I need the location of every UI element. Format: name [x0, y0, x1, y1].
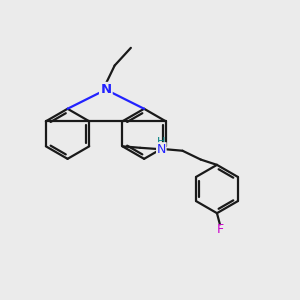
- Text: N: N: [100, 83, 111, 96]
- Text: N: N: [157, 143, 166, 156]
- Text: H: H: [157, 137, 166, 147]
- Text: F: F: [217, 223, 224, 236]
